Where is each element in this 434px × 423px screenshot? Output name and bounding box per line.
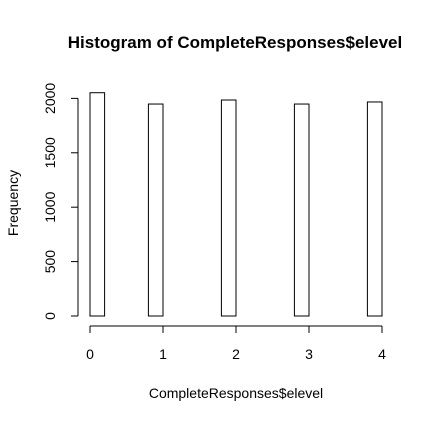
y-tick-label-2: 1000 <box>42 191 58 222</box>
x-tick-label-0: 0 <box>86 346 94 362</box>
y-tick-label-3: 1500 <box>42 137 58 168</box>
y-axis: 0 500 1000 1500 2000 <box>42 83 79 320</box>
chart-title: Histogram of CompleteResponses$elevel <box>68 33 402 52</box>
histogram-bar-9 <box>220 99 237 317</box>
y-tick-label-4: 2000 <box>42 83 58 114</box>
histogram-bar-4 <box>147 103 164 317</box>
histogram-bar-14 <box>293 103 310 317</box>
bars-group <box>89 92 383 317</box>
histogram-bar-0 <box>89 92 106 317</box>
x-tick-label-1: 1 <box>159 346 167 362</box>
histogram-bar-19 <box>366 101 383 317</box>
y-tick-label-1: 500 <box>42 250 58 274</box>
x-axis-label: CompleteResponses$elevel <box>149 385 323 401</box>
x-axis: 0 1 2 3 4 <box>86 325 386 362</box>
x-tick-label-2: 2 <box>232 346 240 362</box>
y-tick-label-0: 0 <box>42 312 58 320</box>
x-tick-label-4: 4 <box>378 346 386 362</box>
y-axis-label: Frequency <box>5 170 21 236</box>
x-tick-label-3: 3 <box>305 346 313 362</box>
